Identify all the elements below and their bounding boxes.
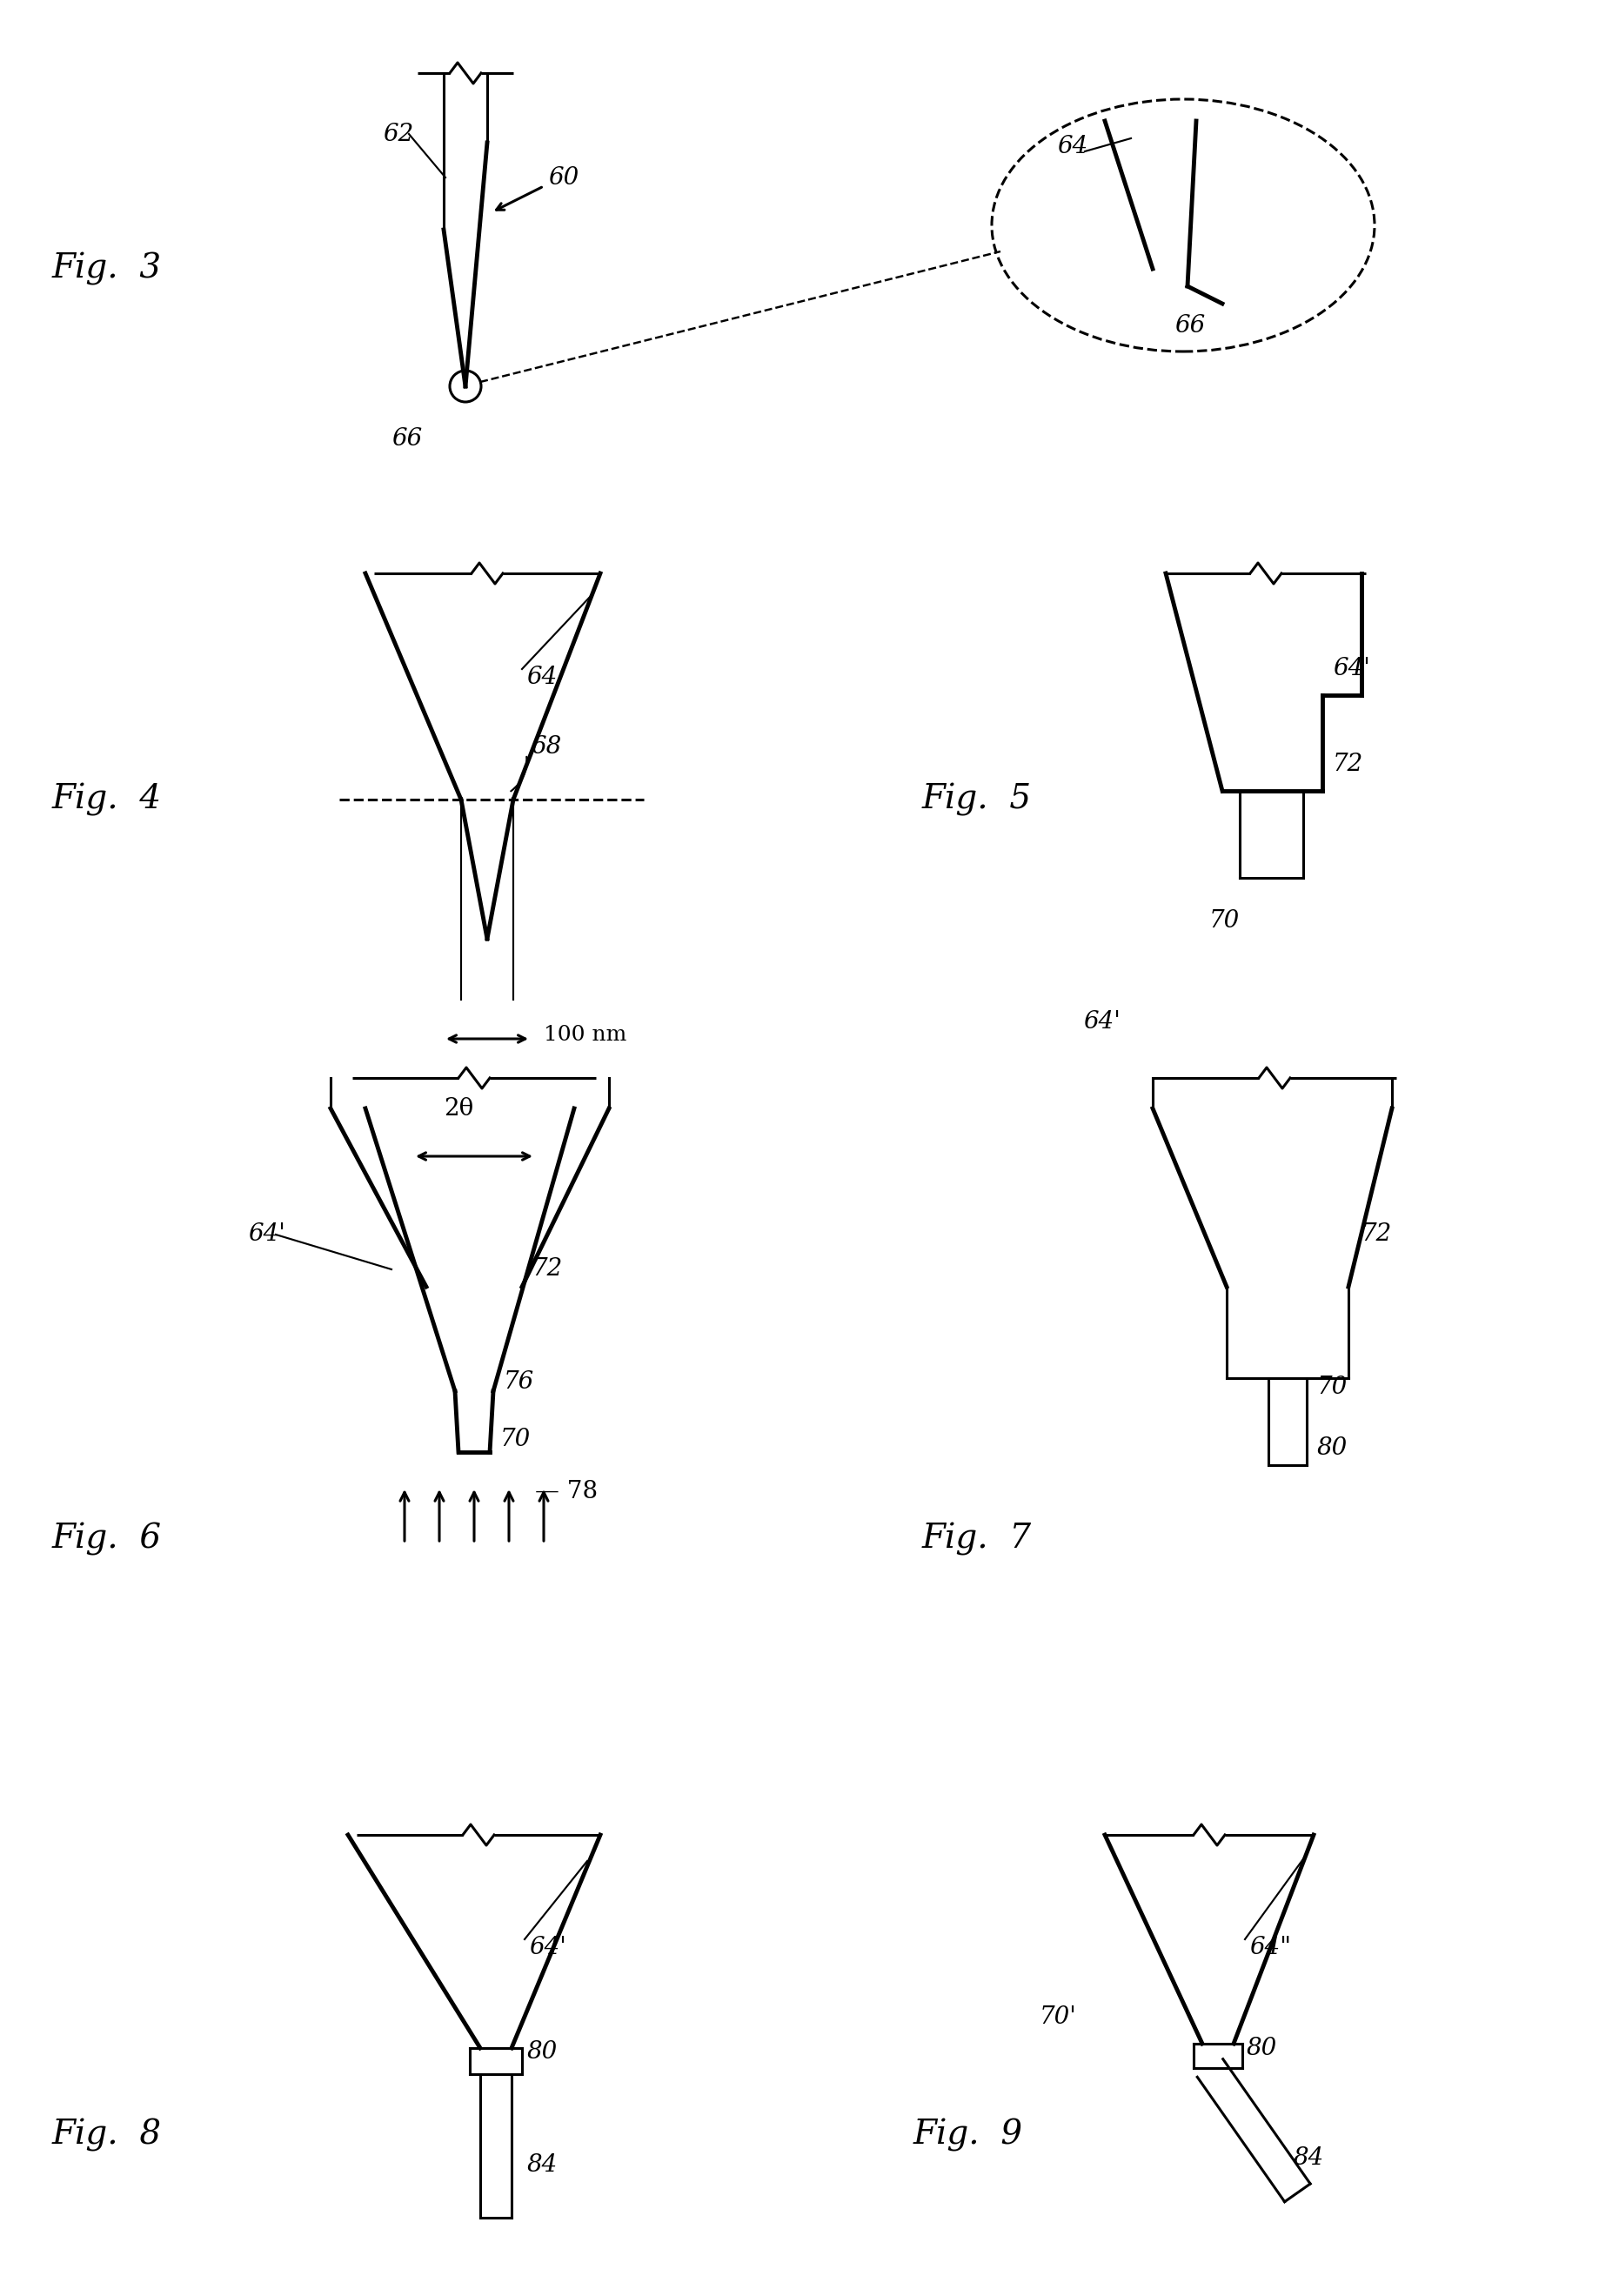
Text: Fig.  4: Fig. 4 [53, 783, 161, 815]
Text: Fig.  7: Fig. 7 [923, 1522, 1031, 1557]
Text: Fig.  8: Fig. 8 [53, 2119, 161, 2151]
Text: 80: 80 [528, 2041, 558, 2064]
Text: 64": 64" [1249, 1936, 1290, 1961]
Text: Fig.  6: Fig. 6 [53, 1522, 161, 1557]
Text: 80: 80 [1318, 1435, 1348, 1460]
Text: 60: 60 [548, 165, 579, 188]
Text: 76: 76 [504, 1371, 534, 1394]
Text: 70': 70' [1039, 2007, 1076, 2030]
Text: 84: 84 [528, 2154, 558, 2177]
Text: 70: 70 [1318, 1375, 1348, 1398]
Text: 70: 70 [500, 1428, 531, 1451]
Text: 2θ: 2θ [443, 1097, 473, 1120]
Text: 72: 72 [1334, 753, 1364, 776]
Text: 72: 72 [532, 1258, 563, 1281]
Text: Fig.  5: Fig. 5 [923, 783, 1031, 815]
Text: Fig.  9: Fig. 9 [913, 2119, 1023, 2151]
Text: Fig.  3: Fig. 3 [53, 253, 161, 285]
Text: 84: 84 [1294, 2147, 1324, 2170]
Text: 64': 64' [1334, 657, 1370, 682]
Text: 100 nm: 100 nm [544, 1024, 627, 1045]
Text: 80: 80 [1247, 2037, 1278, 2060]
Text: 64: 64 [1057, 135, 1087, 158]
Text: 64': 64' [248, 1224, 285, 1247]
Text: 64': 64' [1083, 1010, 1121, 1033]
Text: 72: 72 [1361, 1224, 1393, 1247]
Text: 68: 68 [531, 735, 561, 760]
Text: 64: 64 [526, 666, 556, 689]
Text: 62: 62 [382, 122, 414, 145]
Text: 64': 64' [529, 1936, 566, 1961]
Text: 66: 66 [1174, 315, 1206, 338]
Text: 70: 70 [1209, 909, 1239, 932]
Text: 66: 66 [392, 427, 422, 450]
Text: — 78: — 78 [536, 1479, 598, 1504]
